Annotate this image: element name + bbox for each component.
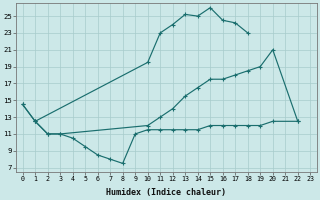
X-axis label: Humidex (Indice chaleur): Humidex (Indice chaleur) <box>107 188 227 197</box>
